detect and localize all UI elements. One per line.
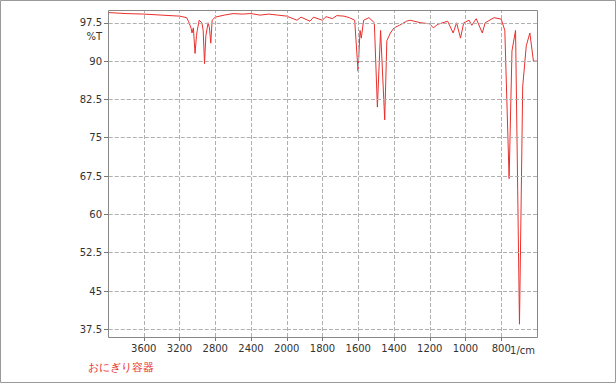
svg-text:1600: 1600: [346, 343, 371, 354]
svg-text:1800: 1800: [310, 343, 335, 354]
svg-text:45: 45: [89, 286, 102, 297]
svg-text:2400: 2400: [238, 343, 263, 354]
svg-text:97.5: 97.5: [80, 17, 102, 28]
svg-text:2000: 2000: [274, 343, 299, 354]
svg-text:1000: 1000: [453, 343, 478, 354]
svg-text:52.5: 52.5: [80, 247, 102, 258]
svg-text:3600: 3600: [131, 343, 156, 354]
svg-text:%T: %T: [86, 31, 103, 42]
svg-text:800: 800: [492, 343, 511, 354]
svg-text:1200: 1200: [417, 343, 442, 354]
svg-text:90: 90: [89, 56, 102, 67]
svg-text:1400: 1400: [381, 343, 406, 354]
svg-text:1/cm: 1/cm: [510, 345, 535, 356]
svg-text:75: 75: [89, 132, 102, 143]
svg-text:おにぎり容器: おにぎり容器: [88, 361, 154, 374]
svg-text:82.5: 82.5: [80, 94, 102, 105]
svg-text:2800: 2800: [203, 343, 228, 354]
svg-text:3200: 3200: [167, 343, 192, 354]
svg-text:67.5: 67.5: [80, 171, 102, 182]
svg-text:37.5: 37.5: [80, 324, 102, 335]
svg-text:60: 60: [89, 209, 102, 220]
